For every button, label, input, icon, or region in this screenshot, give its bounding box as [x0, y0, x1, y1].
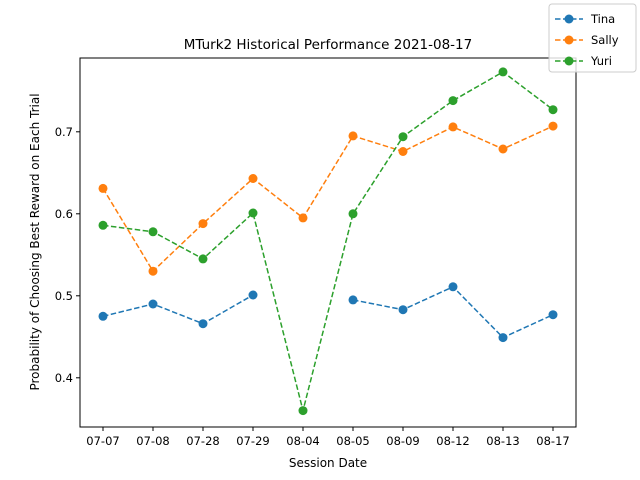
- data-point: [98, 183, 108, 193]
- plot-area: [79, 57, 577, 428]
- data-point: [298, 213, 308, 223]
- x-axis: 07-07 07-08 07-28 07-29 08-04 08-05 08-09 08-12…: [86, 427, 570, 448]
- data-point: [198, 319, 208, 329]
- legend-marker: [564, 35, 574, 45]
- data-point: [448, 96, 458, 106]
- data-point: [348, 295, 358, 305]
- data-point: [398, 132, 408, 142]
- legend-item: Sally: [555, 33, 619, 47]
- y-axis: 0.4 0.5 0.6 0.7: [55, 125, 80, 385]
- legend-marker: [564, 14, 574, 24]
- series-sally: [98, 121, 558, 276]
- series-line: [102, 125, 554, 273]
- data-point: [398, 305, 408, 315]
- data-point: [398, 147, 408, 156]
- y-tick-label: 0.5: [55, 289, 73, 303]
- data-point: [448, 122, 458, 132]
- series-tina: [98, 282, 558, 343]
- legend-label: Sally: [591, 33, 619, 47]
- series-line: [102, 71, 554, 411]
- data-point: [448, 282, 458, 292]
- legend-item: Yuri: [555, 54, 612, 68]
- y-tick-label: 0.6: [55, 207, 73, 221]
- data-point: [348, 131, 358, 141]
- y-tick-label: 0.4: [55, 371, 73, 385]
- legend-marker: [564, 56, 574, 66]
- data-point: [248, 290, 258, 300]
- x-tick-label: 07-28: [186, 434, 219, 448]
- data-point: [298, 406, 308, 416]
- data-point: [498, 67, 508, 77]
- data-point: [248, 174, 258, 183]
- data-point: [348, 209, 358, 219]
- data-point: [148, 227, 158, 237]
- x-tick-label: 08-04: [286, 434, 319, 448]
- legend-item: Tina: [555, 12, 615, 26]
- legend-label: Tina: [590, 12, 615, 26]
- x-tick-label: 07-29: [236, 434, 269, 448]
- data-point: [248, 208, 258, 218]
- series-yuri: [98, 67, 558, 416]
- x-tick-label: 08-17: [536, 434, 569, 448]
- data-point: [548, 310, 558, 320]
- x-axis-label: Session Date: [289, 456, 367, 470]
- data-point: [498, 144, 508, 154]
- legend: Tina Sally Yuri: [548, 3, 637, 73]
- data-point: [98, 311, 108, 321]
- x-tick-label: 07-07: [86, 434, 119, 448]
- chart-title: MTurk2 Historical Performance 2021-08-17: [184, 37, 472, 53]
- data-point: [198, 254, 208, 264]
- x-tick-label: 08-13: [486, 434, 519, 448]
- x-tick-label: 08-12: [436, 434, 469, 448]
- y-axis-label: Probability of Choosing Best Reward on E…: [28, 93, 42, 390]
- data-point: [148, 266, 158, 276]
- x-tick-label: 08-09: [386, 434, 419, 448]
- x-tick-label: 07-08: [136, 434, 169, 448]
- data-point: [498, 333, 508, 343]
- series-layer: [98, 67, 558, 416]
- y-tick-label: 0.7: [55, 125, 73, 139]
- legend-label: Yuri: [590, 54, 612, 68]
- data-point: [198, 219, 208, 229]
- x-tick-label: 08-05: [336, 434, 369, 448]
- data-point: [548, 121, 558, 131]
- data-point: [98, 220, 108, 230]
- data-point: [148, 299, 158, 309]
- data-point: [548, 105, 558, 115]
